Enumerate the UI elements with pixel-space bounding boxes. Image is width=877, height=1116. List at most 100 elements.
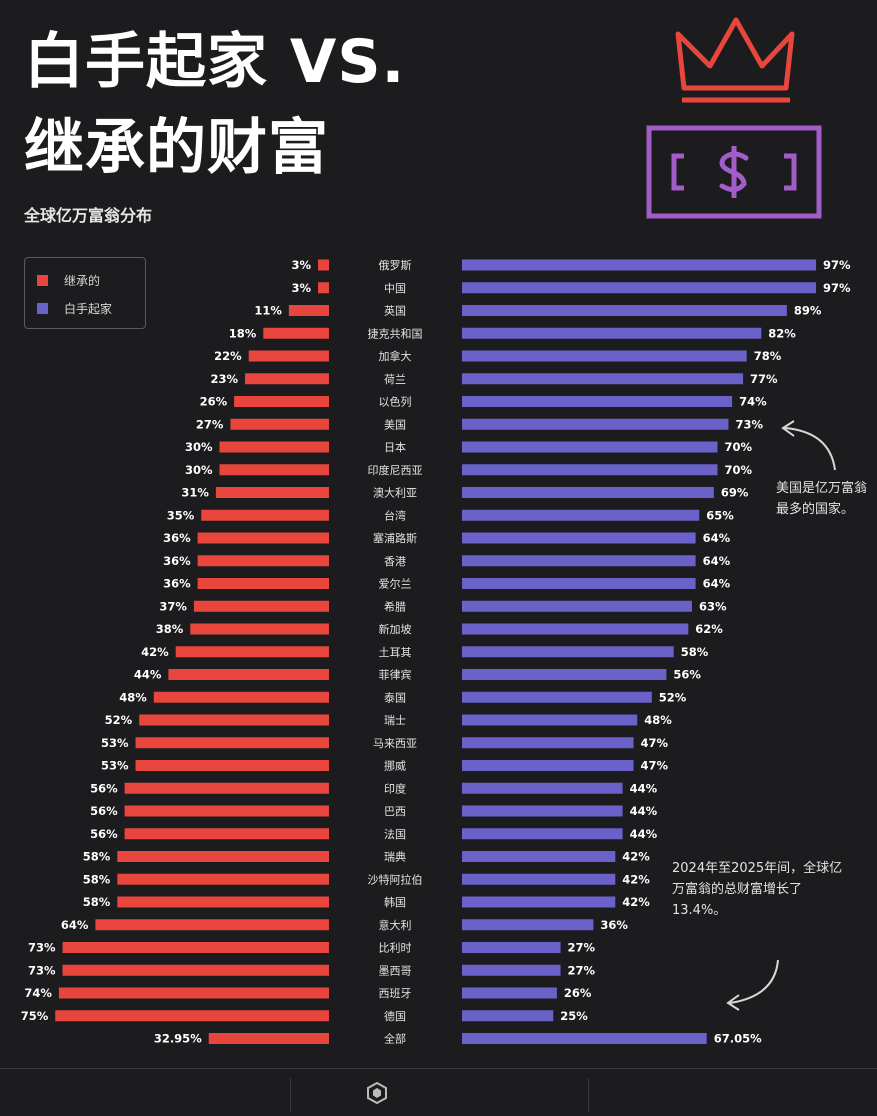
label-inherited: 56%: [90, 804, 118, 818]
category-label: 意大利: [379, 918, 412, 932]
label-self-made: 27%: [568, 941, 596, 955]
label-inherited: 23%: [211, 372, 239, 386]
legend-item-self-made: 白手起家: [37, 301, 113, 316]
label-inherited: 48%: [119, 690, 147, 704]
bar-inherited: [117, 873, 329, 885]
dollar-bill-icon: [646, 125, 822, 219]
bar-self-made: [462, 578, 696, 589]
category-label: 荷兰: [384, 373, 406, 386]
category-label: 印度: [384, 781, 406, 795]
bar-self-made: [462, 987, 557, 999]
category-label: 加拿大: [379, 349, 412, 363]
bar-self-made: [462, 259, 817, 271]
label-self-made: 58%: [681, 645, 709, 659]
label-self-made: 77%: [750, 372, 778, 386]
category-label: 韩国: [384, 895, 406, 909]
bar-self-made: [462, 964, 561, 976]
bar-inherited: [58, 987, 330, 999]
label-self-made: 42%: [622, 850, 650, 864]
bar-inherited: [208, 1033, 329, 1044]
label-self-made: 97%: [823, 281, 851, 295]
label-self-made: 69%: [721, 486, 749, 500]
bar-inherited: [117, 896, 329, 908]
bar-inherited: [124, 782, 329, 794]
bar-inherited: [175, 646, 329, 658]
label-inherited: 37%: [159, 599, 187, 613]
label-inherited: 52%: [105, 713, 133, 727]
label-inherited: 36%: [163, 577, 191, 591]
bar-self-made: [462, 919, 594, 931]
footer-logo-icon: [367, 1082, 387, 1104]
bar-inherited: [219, 464, 329, 476]
bar-self-made: [462, 646, 674, 658]
label-self-made: 44%: [630, 827, 658, 841]
bar-inherited: [153, 691, 329, 703]
label-self-made: 52%: [659, 690, 687, 704]
bar-self-made: [462, 691, 652, 703]
bar-self-made: [462, 600, 692, 612]
bar-self-made: [462, 873, 616, 885]
label-self-made: 27%: [568, 963, 596, 977]
bar-inherited: [197, 532, 329, 544]
label-inherited: 3%: [292, 258, 312, 272]
category-label: 日本: [384, 440, 406, 454]
bar-inherited: [215, 487, 329, 498]
page-title-line2: 继承的财富: [24, 113, 329, 183]
legend-item-inherited: 继承的: [37, 273, 100, 288]
legend-swatch-inherited: [37, 274, 48, 286]
bar-inherited: [234, 396, 329, 407]
label-inherited: 75%: [21, 1009, 49, 1023]
label-self-made: 89%: [794, 304, 822, 318]
bar-inherited: [288, 305, 329, 316]
category-label: 全部: [384, 1032, 406, 1046]
label-self-made: 44%: [630, 781, 658, 795]
label-inherited: 53%: [101, 736, 129, 750]
bar-self-made: [462, 760, 634, 771]
category-label: 瑞士: [384, 713, 406, 727]
label-inherited: 42%: [141, 645, 169, 659]
category-label: 德国: [384, 1009, 406, 1023]
category-label: 印度尼西亚: [368, 463, 423, 477]
category-label: 泰国: [384, 690, 406, 704]
category-label: 香港: [384, 555, 406, 568]
bar-self-made: [462, 327, 762, 339]
legend-label-self-made: 白手起家: [64, 301, 113, 316]
category-label: 英国: [384, 304, 406, 318]
category-label: 菲律宾: [379, 668, 412, 682]
label-self-made: 44%: [630, 804, 658, 818]
label-self-made: 63%: [699, 599, 727, 613]
bar-inherited: [245, 373, 329, 385]
bar-self-made: [462, 623, 689, 635]
bar-self-made: [462, 532, 696, 544]
category-label: 捷克共和国: [368, 326, 423, 340]
label-self-made: 67.05%: [714, 1032, 762, 1046]
label-inherited: 56%: [90, 827, 118, 841]
label-self-made: 74%: [739, 395, 767, 409]
label-self-made: 64%: [703, 554, 731, 568]
category-label: 马来西亚: [373, 737, 417, 750]
bar-inherited: [318, 282, 329, 294]
bar-self-made: [462, 282, 817, 294]
label-inherited: 36%: [163, 531, 191, 545]
bar-inherited: [62, 964, 330, 976]
label-self-made: 73%: [735, 417, 763, 431]
label-self-made: 97%: [823, 258, 851, 272]
label-self-made: 64%: [703, 577, 731, 591]
note-usa: 美国是亿万富翁最多的国家。: [776, 481, 868, 517]
bar-inherited: [230, 418, 329, 430]
bar-self-made: [462, 487, 714, 498]
label-self-made: 48%: [644, 713, 672, 727]
category-label: 新加坡: [379, 622, 412, 636]
bar-inherited: [219, 441, 329, 453]
bar-self-made: [462, 805, 623, 817]
label-self-made: 62%: [695, 622, 723, 636]
category-label: 沙特阿拉伯: [368, 872, 423, 886]
label-self-made: 70%: [725, 440, 753, 454]
label-inherited: 73%: [28, 963, 56, 977]
label-inherited: 30%: [185, 463, 213, 477]
label-inherited: 11%: [254, 304, 282, 318]
category-label: 中国: [384, 282, 406, 295]
bar-self-made: [462, 396, 733, 407]
category-label: 俄罗斯: [379, 259, 412, 272]
label-inherited: 36%: [163, 554, 191, 568]
